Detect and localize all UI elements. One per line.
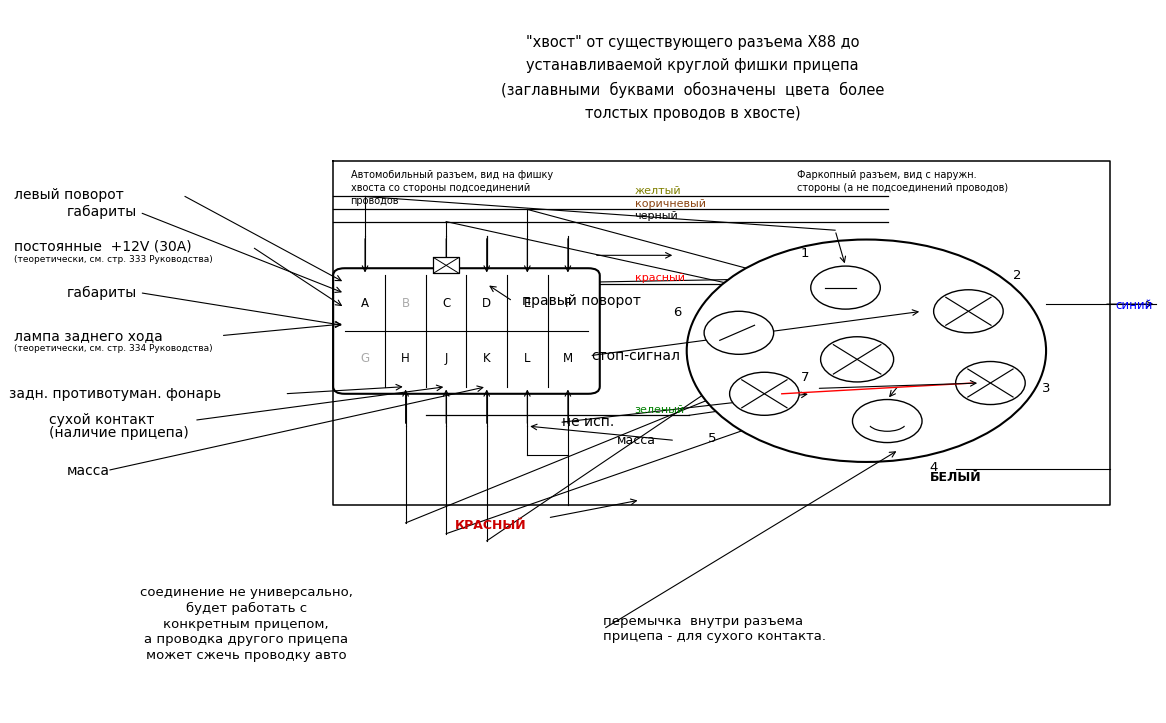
Text: желтый: желтый	[634, 186, 681, 196]
Text: F: F	[564, 296, 571, 309]
Text: 5: 5	[708, 432, 716, 445]
Text: (теоретически, см. стр. 334 Руководства): (теоретически, см. стр. 334 Руководства)	[14, 344, 213, 353]
Text: G: G	[360, 352, 370, 365]
Circle shape	[852, 400, 922, 442]
Circle shape	[956, 362, 1025, 405]
Text: H: H	[401, 352, 410, 365]
Text: конкретным прицепом,: конкретным прицепом,	[163, 617, 329, 630]
Text: устанавливаемой круглой фишки прицепа: устанавливаемой круглой фишки прицепа	[526, 59, 859, 74]
Text: B: B	[401, 296, 409, 309]
Text: перемычка  внутри разъема: перемычка внутри разъема	[603, 615, 803, 628]
Bar	[434, 257, 459, 273]
Text: лампа заднего хода: лампа заднего хода	[14, 329, 163, 343]
Text: БЕЛЫЙ: БЕЛЫЙ	[930, 471, 982, 484]
Text: 6: 6	[673, 307, 682, 320]
Text: масса: масса	[66, 463, 110, 478]
Text: стороны (а не подсоединений проводов): стороны (а не подсоединений проводов)	[796, 183, 1007, 193]
Text: задн. противотуман. фонарь: задн. противотуман. фонарь	[8, 387, 220, 401]
Text: K: K	[483, 352, 491, 365]
Text: масса: масса	[617, 434, 656, 447]
Text: может сжечь проводку авто: может сжечь проводку авто	[146, 649, 346, 662]
Text: M: M	[563, 352, 573, 365]
Circle shape	[810, 266, 880, 309]
Circle shape	[687, 239, 1046, 462]
Text: габариты: габариты	[66, 286, 136, 299]
Text: левый поворот: левый поворот	[14, 188, 124, 202]
Text: габариты: габариты	[66, 205, 136, 219]
FancyBboxPatch shape	[333, 268, 599, 394]
Text: прицепа - для сухого контакта.: прицепа - для сухого контакта.	[603, 630, 827, 643]
Text: будет работать с: будет работать с	[185, 602, 307, 615]
Text: 3: 3	[1042, 382, 1051, 395]
Text: красный: красный	[634, 273, 684, 283]
Text: постоянные  +12V (30A): постоянные +12V (30A)	[14, 240, 192, 254]
Text: (заглавными  буквами  обозначены  цвета  более: (заглавными буквами обозначены цвета бол…	[501, 82, 884, 98]
Text: L: L	[524, 352, 531, 365]
Text: 2: 2	[1013, 269, 1021, 282]
Text: (теоретически, см. стр. 333 Руководства): (теоретически, см. стр. 333 Руководства)	[14, 255, 213, 264]
Text: толстых проводов в хвосте): толстых проводов в хвосте)	[584, 106, 800, 121]
Text: черный: черный	[634, 211, 679, 221]
Text: 4: 4	[929, 461, 937, 474]
Circle shape	[934, 290, 1003, 333]
Text: Автомобильный разъем, вид на фишку: Автомобильный разъем, вид на фишку	[351, 170, 553, 180]
Text: хвоста со стороны подсоединений: хвоста со стороны подсоединений	[351, 183, 529, 193]
Text: E: E	[524, 296, 531, 309]
Text: J: J	[444, 352, 448, 365]
Text: зеленый: зеленый	[634, 405, 684, 414]
Text: а проводка другого прицепа: а проводка другого прицепа	[145, 633, 349, 646]
Circle shape	[821, 337, 893, 382]
Text: (наличие прицепа): (наличие прицепа)	[49, 427, 189, 440]
Circle shape	[730, 372, 799, 415]
Text: правый поворот: правый поворот	[522, 294, 641, 308]
Text: D: D	[483, 296, 491, 309]
Text: Фаркопный разъем, вид с наружн.: Фаркопный разъем, вид с наружн.	[796, 170, 976, 180]
Text: C: C	[442, 296, 450, 309]
Text: сухой контакт: сухой контакт	[49, 414, 155, 427]
Text: КРАСНЫЙ: КРАСНЫЙ	[455, 518, 527, 531]
Text: коричневый: коричневый	[634, 199, 705, 209]
Text: 7: 7	[801, 371, 809, 384]
Text: A: A	[361, 296, 368, 309]
Circle shape	[704, 312, 774, 354]
Text: стоп-сигнал: стоп-сигнал	[591, 348, 681, 363]
Text: не исп.: не исп.	[562, 416, 613, 429]
Text: "хвост" от существующего разъема Х88 до: "хвост" от существующего разъема Х88 до	[526, 35, 859, 50]
Text: 1: 1	[801, 247, 809, 260]
Text: соединение не универсально,: соединение не универсально,	[140, 586, 352, 599]
Text: синий: синий	[1116, 299, 1153, 312]
Text: проводов: проводов	[351, 196, 399, 206]
